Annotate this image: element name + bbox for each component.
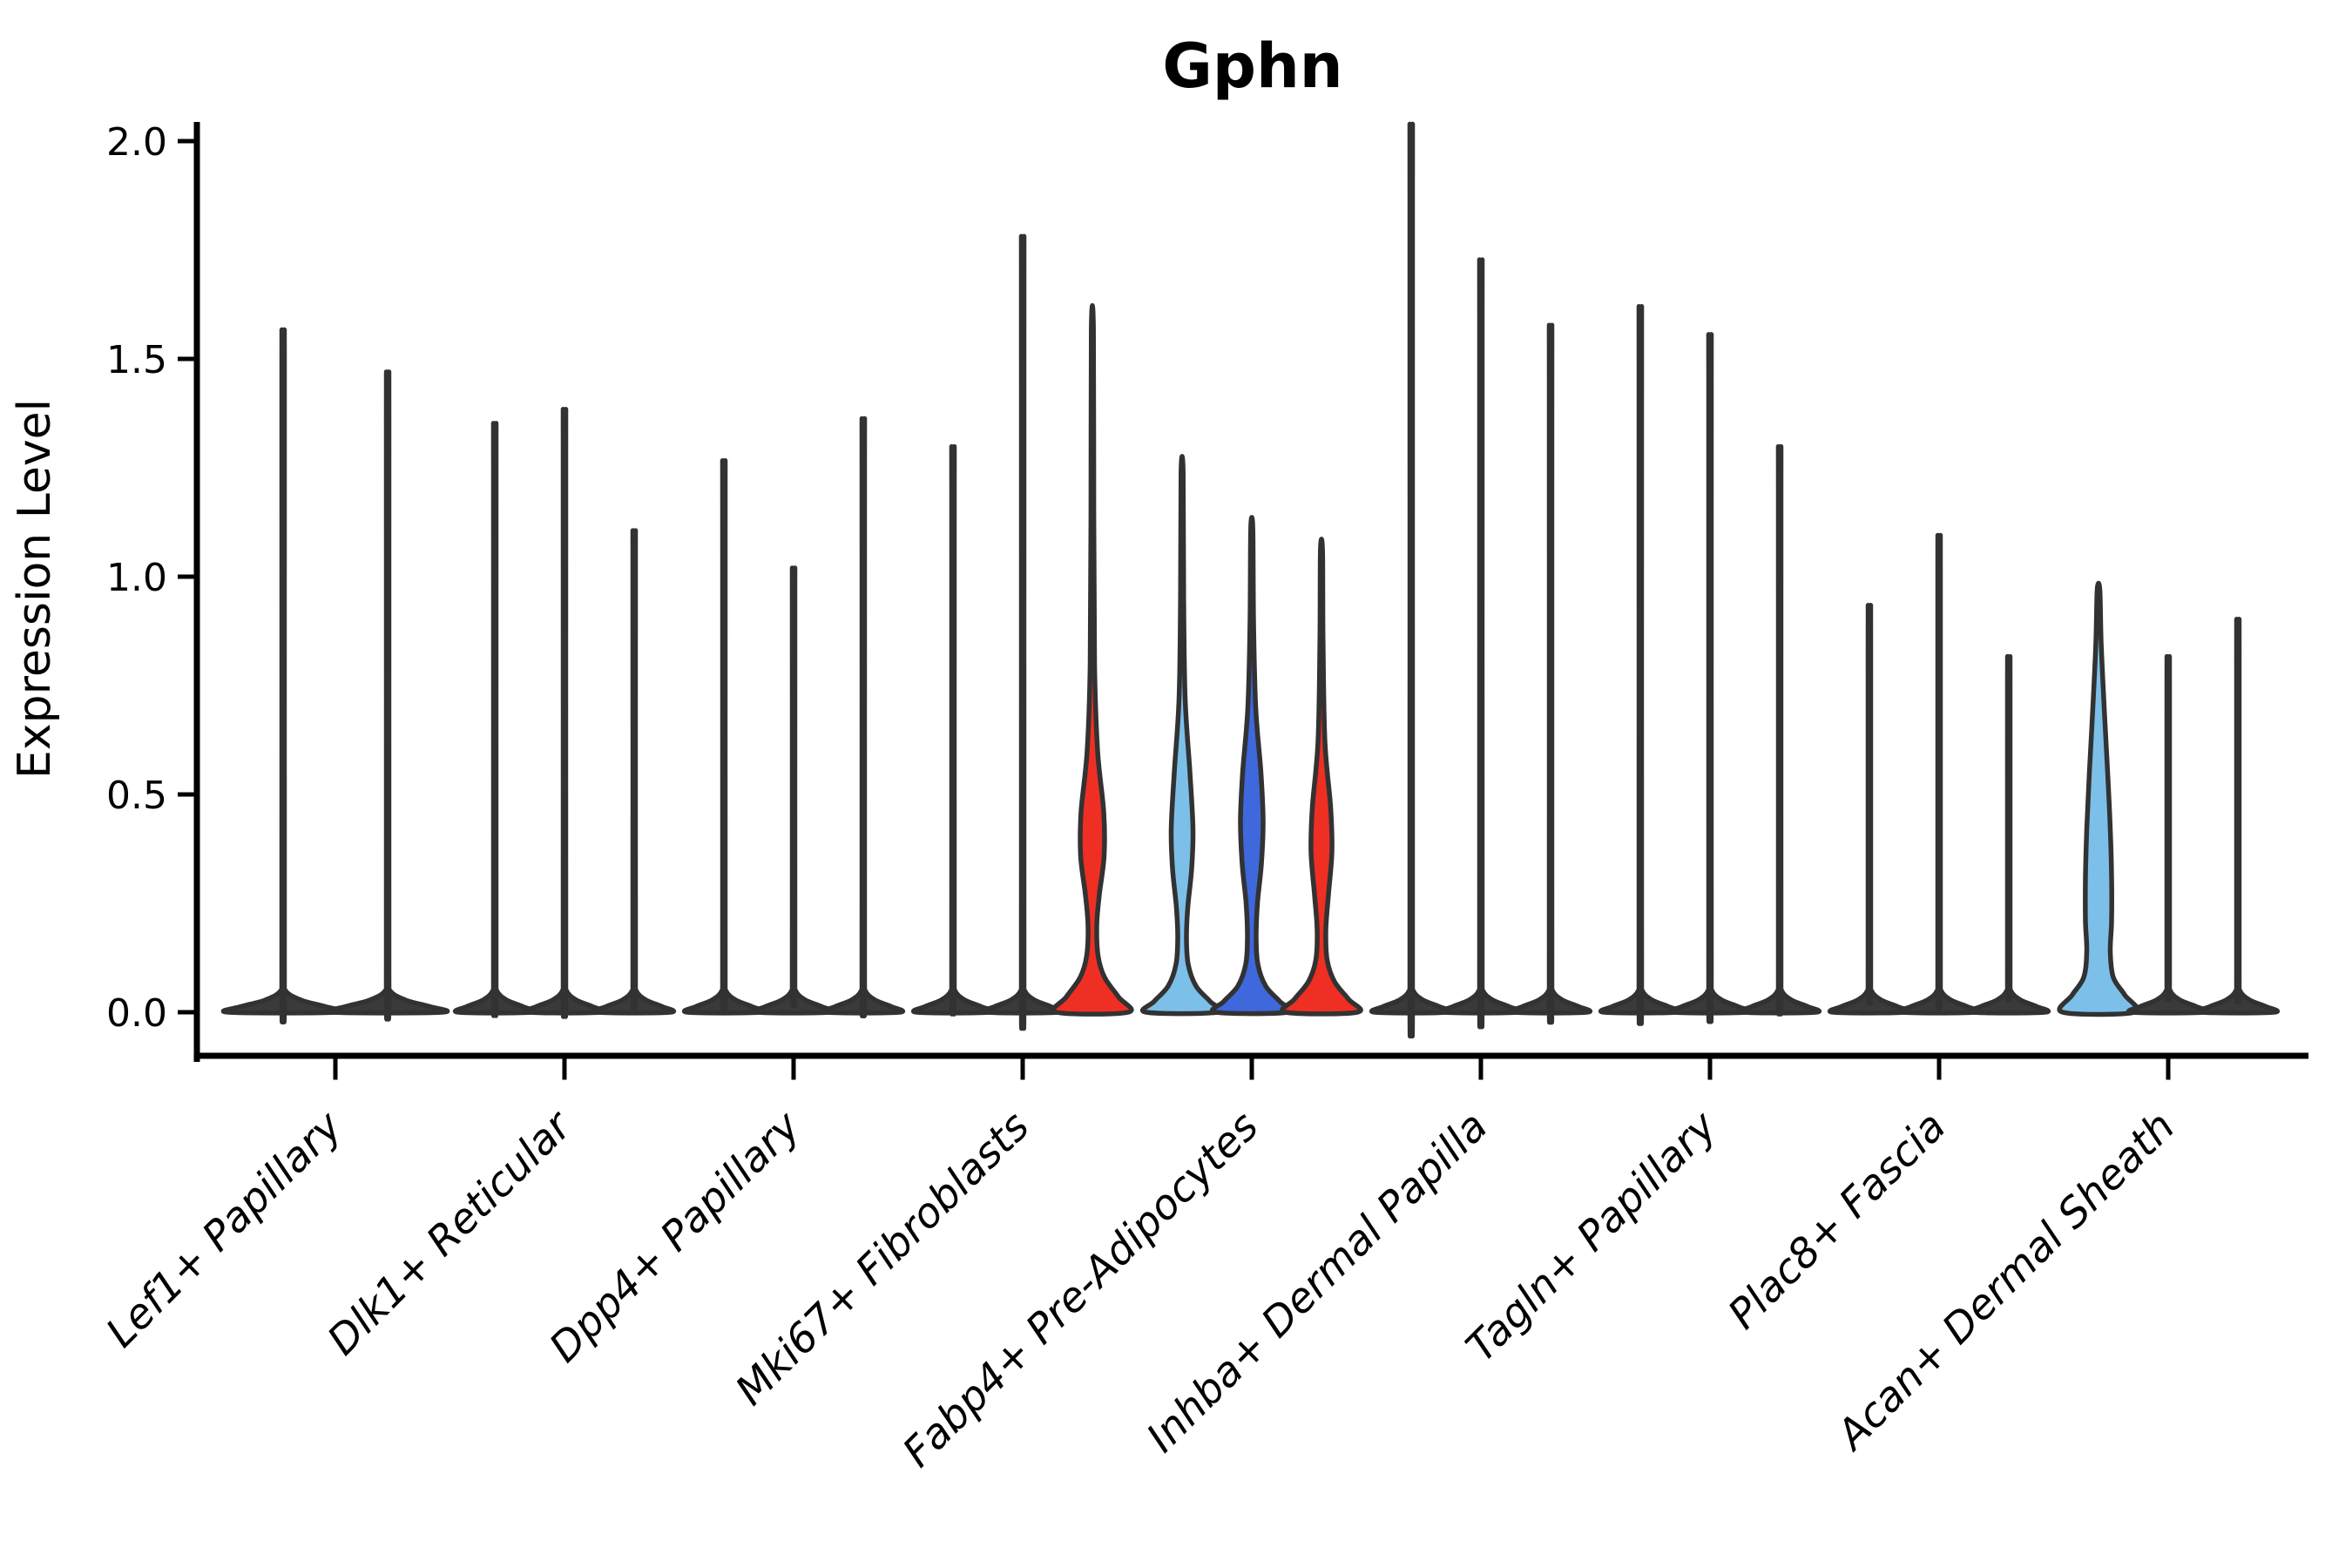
violin-6-0 [1598,303,1683,1026]
violin-7-2 [1966,653,2051,1016]
violin-5-1 [1438,257,1524,1030]
violin-3-1 [980,233,1065,1031]
y-tick-label: 0.0 [106,991,167,1036]
y-tick-label: 2.0 [106,120,167,165]
violin-8-0 [2057,580,2140,1017]
violin-0-1 [325,369,450,1022]
y-tick-label: 0.5 [106,774,167,818]
violin-6-1 [1667,332,1753,1024]
x-tick-label: Dpp4+ Papillary [540,1102,810,1372]
violin-4-0 [1139,454,1225,1017]
violin-6-2 [1737,444,1822,1017]
violin-0-0 [220,327,346,1024]
y-axis-label: Expression Level [9,399,61,779]
violin-3-0 [910,444,996,1017]
violin-8-1 [2126,653,2211,1016]
violin-1-0 [452,421,537,1018]
chart-title: Gphn [1162,30,1342,102]
violin-7-0 [1827,603,1912,1016]
violin-4-1 [1209,515,1294,1017]
violin-5-0 [1369,121,1454,1038]
x-tick-label: Dlk1+ Reticular [319,1101,583,1365]
violin-2-1 [751,565,836,1016]
x-axis-spine [193,1052,2308,1059]
violin-layer [220,121,2281,1038]
x-tick-label: Tagln+ Papillary [1457,1102,1727,1372]
y-tick-label: 1.0 [106,556,167,600]
y-tick-label: 1.5 [106,338,167,382]
violin-3-2 [1051,303,1134,1017]
violin-5-2 [1508,322,1593,1025]
violin-1-1 [522,407,607,1019]
x-tick-label: Lef1+ Papillary [97,1102,352,1357]
axes-layer [178,122,2308,1080]
violin-1-2 [591,528,677,1016]
violin-2-2 [821,416,906,1018]
violin-2-0 [681,458,767,1016]
x-tick-label: Plac8+ Fascia [1719,1103,1955,1339]
violin-4-2 [1280,537,1363,1017]
y-axis-spine [193,122,200,1062]
violin-7-1 [1896,532,1982,1016]
violin-8-2 [2195,617,2281,1016]
